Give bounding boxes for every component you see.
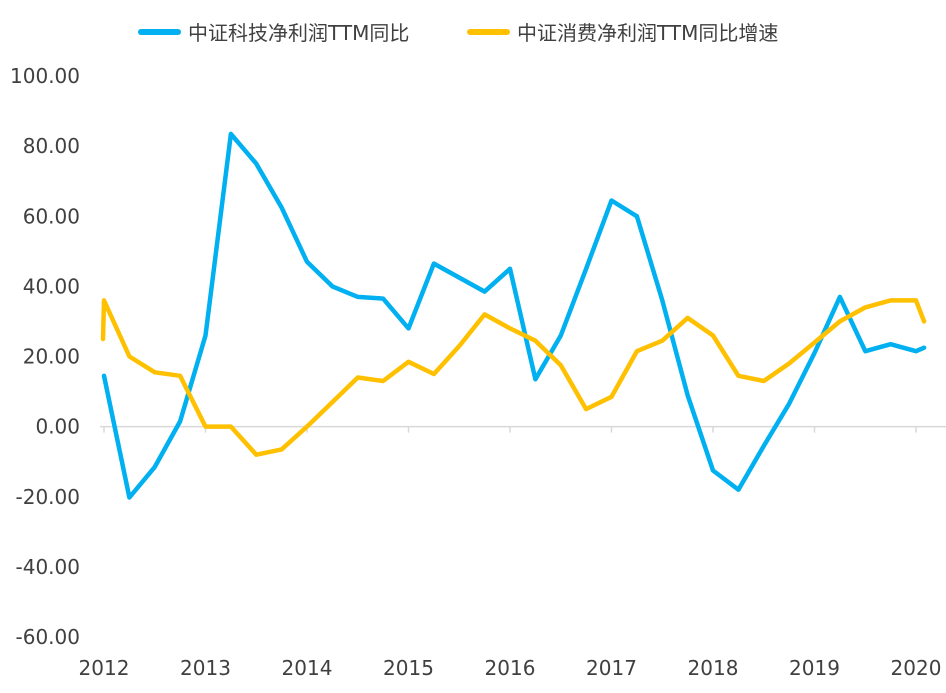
x-tick-label: 2013 [180,656,231,680]
x-tick-label: 2018 [688,656,739,680]
x-tick-label: 2020 [891,656,942,680]
y-tick-label: 0.00 [35,415,80,439]
x-tick-label: 2016 [485,656,536,680]
x-tick-label: 2012 [79,656,130,680]
x-tick-label: 2015 [383,656,434,680]
y-tick-label: 20.00 [23,345,80,369]
x-tick-label: 2019 [789,656,840,680]
y-tick-label: 80.00 [23,134,80,158]
series-line-consumer [100,298,927,457]
x-tick-label: 2014 [282,656,333,680]
y-tick-label: -60.00 [16,625,80,649]
y-tick-label: 40.00 [23,274,80,298]
x-axis: 2012 2013 2014 2015 2016 2017 2018 2019 2020 [79,425,946,680]
y-tick-label: 60.00 [23,204,80,228]
series-line-tech [101,131,927,500]
x-tick-label: 2017 [586,656,637,680]
legend-label-consumer: 中证消费净利润TTM同比增速 [517,21,778,45]
legend: 中证科技净利润TTM同比 中证消费净利润TTM同比增速 [138,21,778,45]
y-tick-label: -40.00 [16,555,80,579]
y-axis-labels: 100.00 80.00 60.00 40.00 20.00 0.00 -20.00 -40.… [10,64,80,649]
y-tick-label: -20.00 [16,485,80,509]
series-lines [100,131,927,500]
legend-label-tech: 中证科技净利润TTM同比 [188,21,409,45]
y-tick-label: 100.00 [10,64,80,88]
